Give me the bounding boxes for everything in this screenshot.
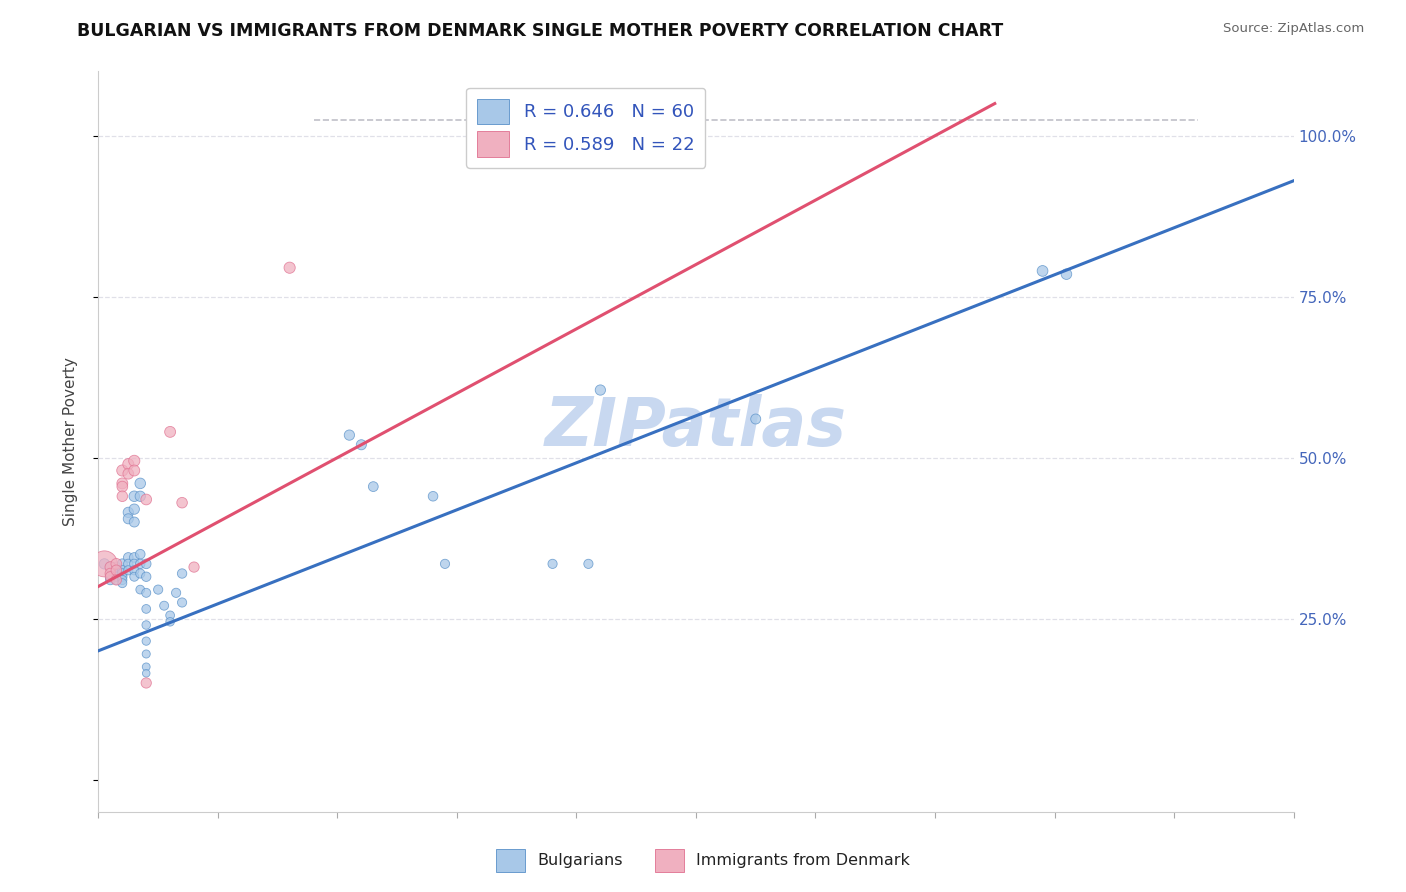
Point	[129, 476, 152, 491]
Point	[589, 383, 612, 397]
Point	[129, 582, 152, 597]
Point	[135, 676, 157, 690]
Point	[183, 560, 205, 574]
Point	[135, 570, 157, 584]
Point	[105, 570, 128, 584]
Point	[105, 573, 128, 587]
Text: ZIPatlas: ZIPatlas	[546, 393, 846, 459]
Point	[278, 260, 301, 275]
Point	[124, 515, 146, 529]
Y-axis label: Single Mother Poverty: Single Mother Poverty	[63, 357, 77, 526]
Point	[350, 438, 373, 452]
Point	[148, 582, 170, 597]
Point	[172, 566, 194, 581]
Point	[105, 573, 128, 587]
Point	[578, 557, 600, 571]
Point	[165, 586, 187, 600]
Point	[98, 560, 122, 574]
Point	[117, 512, 139, 526]
Point	[111, 463, 134, 477]
Point	[93, 557, 115, 571]
Point	[124, 557, 146, 571]
Point	[117, 505, 139, 519]
Point	[135, 586, 157, 600]
Point	[135, 618, 157, 632]
Point	[124, 502, 146, 516]
Point	[111, 563, 134, 577]
Point	[111, 476, 134, 491]
Legend: Bulgarians, Immigrants from Denmark: Bulgarians, Immigrants from Denmark	[488, 841, 918, 880]
Point	[129, 489, 152, 503]
Point	[159, 608, 181, 623]
Legend: R = 0.646   N = 60, R = 0.589   N = 22: R = 0.646 N = 60, R = 0.589 N = 22	[465, 87, 706, 168]
Point	[111, 557, 134, 571]
Point	[111, 480, 134, 494]
Point	[541, 557, 564, 571]
Point	[153, 599, 176, 613]
Point	[135, 647, 157, 661]
Point	[111, 566, 134, 581]
Point	[98, 570, 122, 584]
Point	[135, 602, 157, 616]
Point	[117, 557, 139, 571]
Point	[363, 480, 385, 494]
Point	[105, 563, 128, 577]
Point	[129, 557, 152, 571]
Point	[159, 615, 181, 629]
Point	[745, 412, 768, 426]
Point	[117, 550, 139, 565]
Point	[98, 570, 122, 584]
Point	[124, 570, 146, 584]
Point	[105, 566, 128, 581]
Point	[135, 557, 157, 571]
Point	[172, 595, 194, 609]
Point	[93, 557, 115, 571]
Point	[124, 463, 146, 477]
Point	[111, 573, 134, 587]
Point	[135, 492, 157, 507]
Point	[135, 660, 157, 674]
Point	[124, 454, 146, 468]
Point	[422, 489, 444, 503]
Point	[98, 566, 122, 581]
Point	[434, 557, 457, 571]
Text: BULGARIAN VS IMMIGRANTS FROM DENMARK SINGLE MOTHER POVERTY CORRELATION CHART: BULGARIAN VS IMMIGRANTS FROM DENMARK SIN…	[77, 22, 1004, 40]
Point	[105, 560, 128, 574]
Point	[685, 128, 707, 143]
Point	[129, 547, 152, 561]
Point	[117, 457, 139, 471]
Point	[111, 570, 134, 584]
Point	[117, 563, 139, 577]
Point	[159, 425, 181, 439]
Point	[1032, 264, 1054, 278]
Point	[111, 489, 134, 503]
Point	[105, 563, 128, 577]
Point	[135, 666, 157, 681]
Point	[111, 576, 134, 591]
Point	[98, 573, 122, 587]
Point	[172, 496, 194, 510]
Point	[124, 550, 146, 565]
Point	[339, 428, 361, 442]
Point	[124, 489, 146, 503]
Point	[124, 563, 146, 577]
Point	[117, 467, 139, 481]
Point	[1056, 267, 1078, 281]
Point	[105, 557, 128, 571]
Text: Source: ZipAtlas.com: Source: ZipAtlas.com	[1223, 22, 1364, 36]
Point	[98, 560, 122, 574]
Point	[135, 634, 157, 648]
Point	[129, 566, 152, 581]
